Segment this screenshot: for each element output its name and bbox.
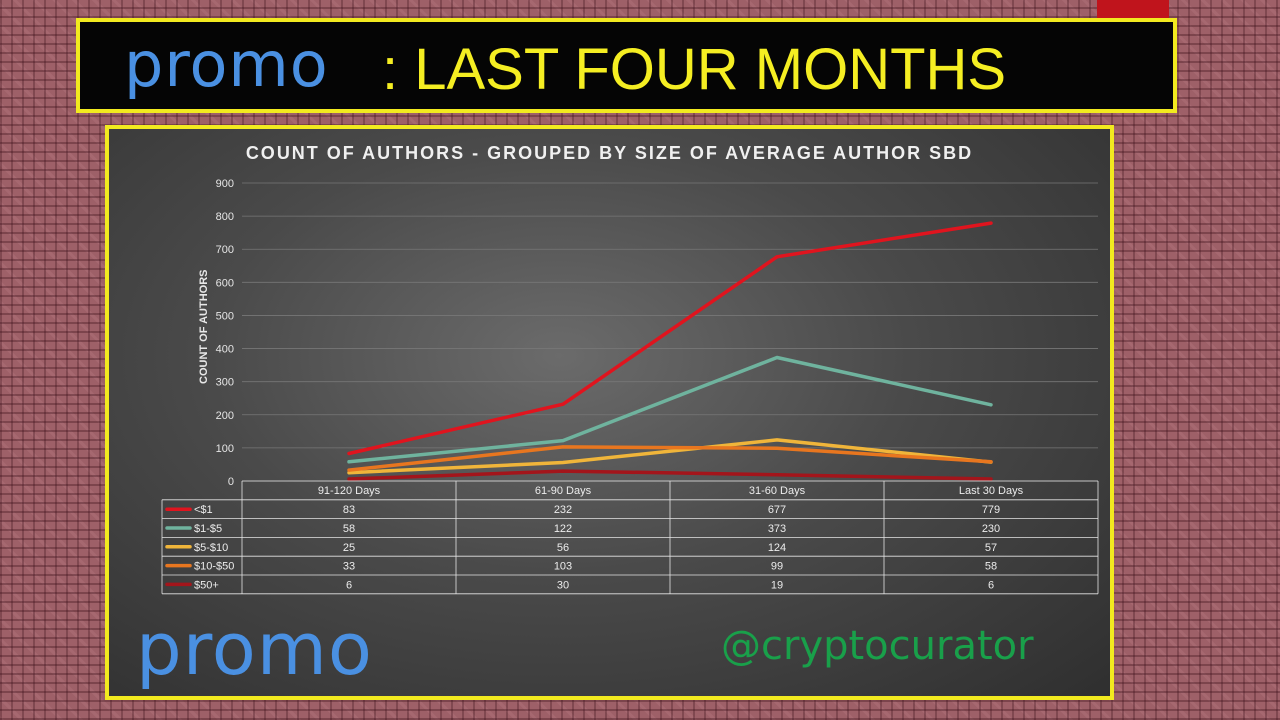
x-category-label: 31-60 Days	[749, 485, 806, 497]
series-line	[347, 221, 993, 456]
data-label: 373	[768, 523, 786, 535]
chart-title: COUNT OF AUTHORS - GROUPED BY SIZE OF AV…	[245, 143, 974, 163]
legend-label: $50+	[194, 579, 219, 591]
chart-panel: COUNT OF AUTHORS - GROUPED BY SIZE OF AV…	[105, 125, 1114, 700]
x-category-label: 91-120 Days	[318, 485, 381, 497]
data-label: 58	[985, 561, 997, 573]
y-tick-label: 400	[216, 344, 234, 356]
data-point	[347, 452, 351, 456]
author-watermark: @cryptocurator	[721, 623, 1034, 669]
series-line	[347, 355, 993, 464]
data-label: 83	[343, 504, 355, 516]
data-point	[989, 221, 993, 225]
series-line	[347, 445, 993, 472]
header-banner: promo : LAST FOUR MONTHS	[76, 18, 1177, 113]
data-label: 124	[768, 542, 786, 554]
data-point	[775, 255, 779, 259]
data-label: 6	[346, 579, 352, 591]
data-label: 19	[771, 579, 783, 591]
y-tick-label: 200	[216, 410, 234, 422]
data-point	[561, 402, 565, 406]
data-point	[561, 445, 565, 449]
y-tick-label: 600	[216, 277, 234, 289]
data-point	[561, 460, 565, 464]
series-line	[347, 438, 993, 475]
data-point	[989, 460, 993, 464]
y-tick-label: 700	[216, 244, 234, 256]
promo-logo-bottom: promo	[136, 607, 373, 691]
series-line	[347, 469, 993, 481]
data-label: 30	[557, 579, 569, 591]
data-label: 99	[771, 561, 783, 573]
x-category-label: 61-90 Days	[535, 485, 592, 497]
page-title: : LAST FOUR MONTHS	[382, 37, 1007, 102]
y-tick-label: 300	[216, 377, 234, 389]
data-point	[347, 468, 351, 472]
data-label: 56	[557, 542, 569, 554]
y-tick-label: 900	[216, 178, 234, 190]
legend-label: <$1	[194, 504, 213, 516]
data-label: 25	[343, 542, 355, 554]
data-label: 122	[554, 523, 572, 535]
data-point	[775, 446, 779, 450]
data-label: 103	[554, 561, 572, 573]
data-label: 6	[988, 579, 994, 591]
data-point	[561, 469, 565, 473]
legend-label: $1-$5	[194, 523, 222, 535]
data-label: 232	[554, 504, 572, 516]
data-label: 230	[982, 523, 1000, 535]
data-label: 33	[343, 561, 355, 573]
data-point	[347, 460, 351, 464]
data-point	[989, 477, 993, 481]
data-point	[561, 439, 565, 443]
promo-logo: promo	[124, 28, 329, 101]
y-tick-label: 0	[228, 476, 234, 488]
data-label: 57	[985, 542, 997, 554]
y-tick-label: 800	[216, 211, 234, 223]
x-category-label: Last 30 Days	[959, 485, 1024, 497]
data-label: 677	[768, 504, 786, 516]
data-point	[347, 471, 351, 475]
y-tick-label: 500	[216, 310, 234, 322]
y-tick-label: 100	[216, 443, 234, 455]
corner-tab	[1097, 0, 1169, 18]
data-point	[775, 473, 779, 477]
data-point	[347, 477, 351, 481]
data-point	[775, 438, 779, 442]
data-label: 779	[982, 504, 1000, 516]
line-chart: 0 100 200 300 400 500 600 700 800 900 91-120 Days 6…	[161, 178, 1099, 595]
legend-label: $5-$10	[194, 542, 228, 554]
data-point	[775, 355, 779, 359]
legend-label: $10-$50	[194, 561, 234, 573]
data-label: 58	[343, 523, 355, 535]
data-point	[989, 403, 993, 407]
